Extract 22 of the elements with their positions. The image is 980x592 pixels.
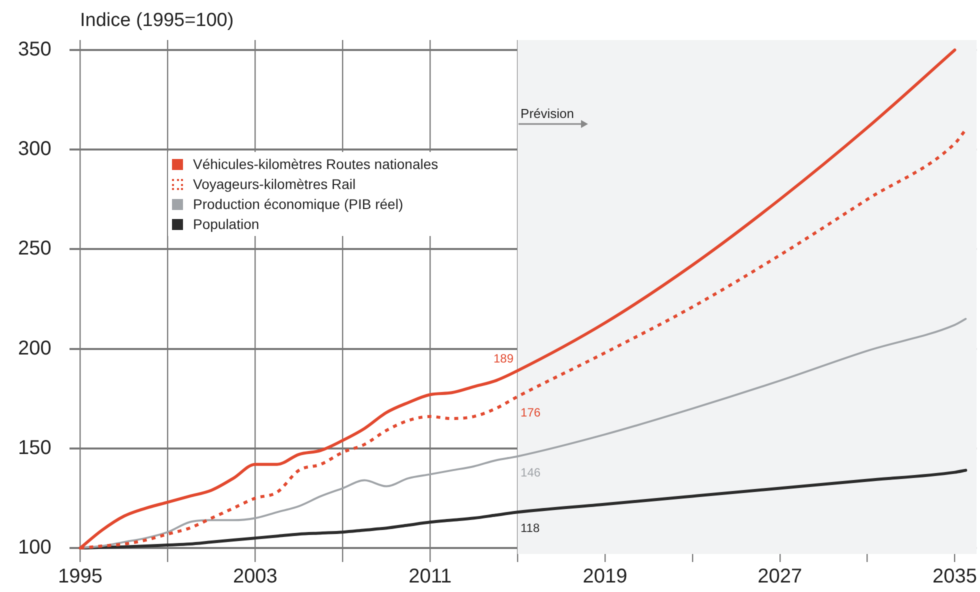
y-tick-label: 200 <box>18 337 52 360</box>
y-tick-label: 100 <box>18 536 52 559</box>
data-label: 176 <box>520 406 541 420</box>
x-tick-label: 2019 <box>582 566 628 588</box>
x-tick-label: 2027 <box>758 566 802 588</box>
y-axis-title: Indice (1995=100) <box>80 10 234 32</box>
band-label: Prévision <box>520 106 574 121</box>
data-label: 189 <box>493 352 514 366</box>
legend-label: Voyageurs-kilomètres Rail <box>193 176 356 192</box>
y-tick-label: 350 <box>18 38 52 60</box>
x-tick-label: 2011 <box>408 566 452 588</box>
y-tick-label: 250 <box>18 238 52 260</box>
legend-label: Production économique (PIB réel) <box>193 196 404 212</box>
y-tick-label: 300 <box>18 138 52 160</box>
data-label: 146 <box>520 465 541 480</box>
legend-label: Véhicules-kilomètres Routes nationales <box>193 156 438 172</box>
y-tick-label: 150 <box>18 436 52 459</box>
data-label: 118 <box>520 521 540 536</box>
legend-label: Population <box>193 216 260 232</box>
x-tick-label: 2003 <box>232 566 278 588</box>
x-tick-label: 1995 <box>58 566 103 588</box>
x-tick-label: 2035 <box>932 566 978 588</box>
